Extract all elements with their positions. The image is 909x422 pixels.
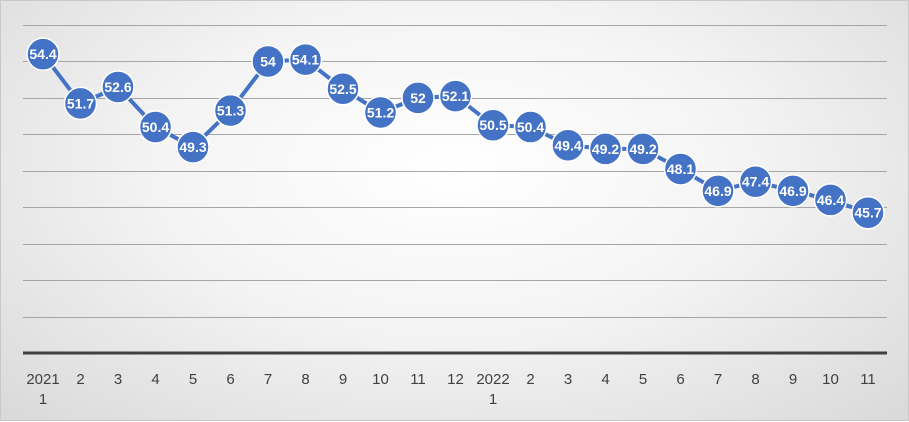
data-label: 50.4 [517,119,544,135]
x-tick-label: 7 [264,371,272,388]
data-label: 52.6 [104,79,131,95]
data-label: 52 [410,90,426,106]
data-point [251,44,285,79]
data-point [513,110,548,144]
data-point [701,174,735,208]
data-label: 46.9 [779,183,806,199]
data-label: 46.4 [817,192,844,208]
data-point [401,81,435,115]
x-tick-label: 9 [339,371,347,388]
data-label: 50.4 [142,119,169,135]
x-tick-label: 9 [789,371,797,388]
data-label: 54.4 [29,46,56,62]
data-point [663,152,698,186]
data-label: 50.5 [479,117,506,133]
data-label: 47.4 [742,174,769,190]
data-point [738,164,773,199]
data-label: 49.3 [179,139,206,155]
x-tick-label: 10 [372,371,389,388]
data-label: 49.4 [554,137,581,153]
data-label: 49.2 [592,141,619,157]
data-label: 49.2 [629,141,656,157]
x-tick-label: 3 [564,371,572,388]
data-point [551,128,585,163]
x-tick-label: 10 [822,371,839,388]
x-tick-label: 11 [860,371,876,388]
data-point [776,174,810,208]
x-tick-label: 6 [226,371,234,388]
data-point [63,86,98,121]
x-tick-label: 8 [301,371,309,388]
data-point [26,37,60,71]
x-tick-label: 6 [676,371,684,388]
data-point [363,95,398,130]
data-point [326,72,360,106]
data-label: 54 [260,53,276,69]
data-point [138,110,173,144]
x-tick-label: 2 [76,371,84,388]
data-point [438,79,473,113]
data-label: 46.9 [704,183,731,199]
x-tick-label: 8 [751,371,759,388]
x-tick-label: 5 [639,371,647,388]
x-tick-labels: 2021 1 2 3 4 5 6 7 8 9 10 11 12 2022 1 2 3 4 5 6 7 8 9 10 11 [26,371,875,408]
data-point [213,93,248,128]
data-labels: 54.4 51.7 52.6 50.4 49.3 51.3 54 54.1 52.5 51.2 52… [29,46,881,221]
data-point [626,132,660,166]
data-point [176,130,210,164]
data-point [101,70,135,104]
x-tick-label: 4 [151,371,159,388]
x-tick-label: 3 [114,371,122,388]
x-tick-label: 2 [526,371,534,388]
data-point [288,42,323,77]
data-points [26,37,885,230]
x-tick-label: 4 [601,371,609,388]
data-point [476,108,510,142]
x-tick-label: 2022 1 [476,371,509,408]
x-tick-label: 12 [447,371,464,388]
data-label: 48.1 [667,161,694,177]
data-label: 51.3 [217,103,244,119]
data-label: 52.1 [442,88,469,104]
data-label: 45.7 [854,205,881,221]
x-tick-label: 11 [410,371,426,388]
data-point [813,183,848,217]
data-label: 51.7 [67,95,94,111]
data-point [588,132,623,166]
x-tick-label: 5 [189,371,197,388]
data-label: 52.5 [329,81,356,97]
x-tick-label: 2021 1 [26,371,59,408]
data-label: 54.1 [292,52,319,68]
data-label: 51.2 [367,104,394,120]
data-point [851,195,885,230]
x-tick-label: 7 [714,371,722,388]
